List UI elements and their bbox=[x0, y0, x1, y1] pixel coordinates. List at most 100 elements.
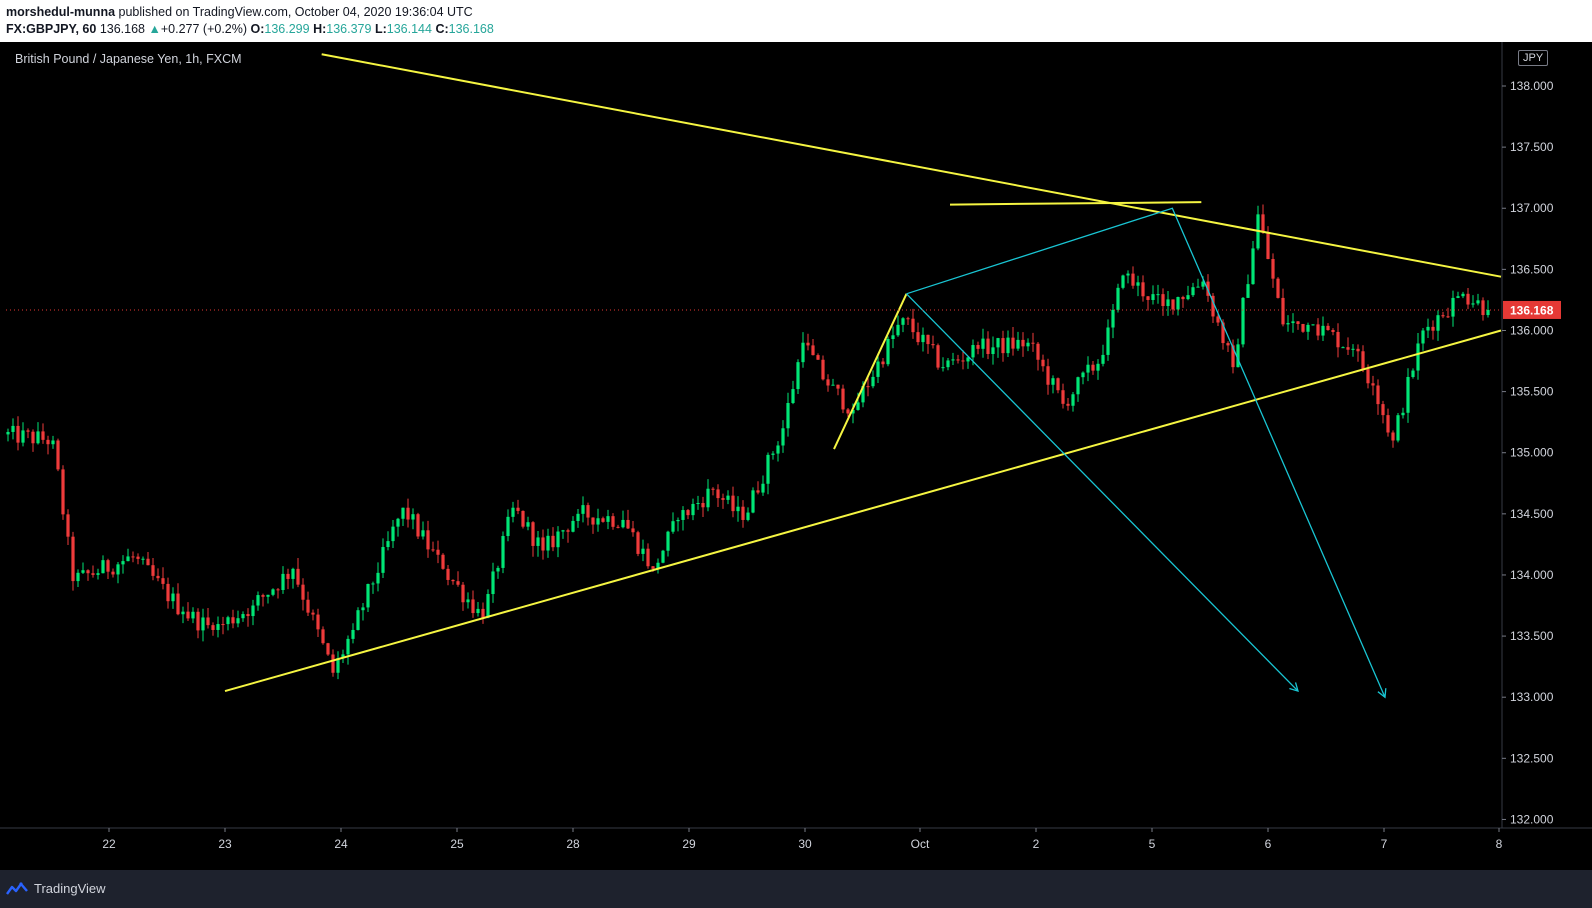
candle-body bbox=[1226, 343, 1230, 346]
candle-body bbox=[1331, 330, 1335, 332]
price-tick-label: 138.000 bbox=[1510, 79, 1554, 93]
candle-body bbox=[161, 578, 165, 584]
symbol-label: FX:GBPJPY, 60 bbox=[6, 22, 97, 36]
candle-body bbox=[661, 550, 665, 563]
candle-body bbox=[126, 556, 130, 562]
candle-body bbox=[1076, 377, 1080, 395]
candle-body bbox=[1271, 259, 1275, 279]
candle-body bbox=[931, 344, 935, 346]
candle-body bbox=[486, 594, 490, 618]
candle-body bbox=[526, 522, 530, 527]
candle-body bbox=[1241, 297, 1245, 345]
candle-body bbox=[1021, 339, 1025, 347]
candle-body bbox=[1081, 372, 1085, 378]
candle-body bbox=[1381, 404, 1385, 416]
candle-body bbox=[51, 440, 55, 445]
candle-body bbox=[711, 488, 715, 490]
author-name[interactable]: morshedul-munna bbox=[6, 5, 116, 19]
candle-body bbox=[231, 617, 235, 624]
candle-body bbox=[71, 536, 75, 582]
time-tick-label: 25 bbox=[450, 837, 464, 851]
candle-body bbox=[1276, 278, 1280, 298]
candle-body bbox=[951, 359, 955, 361]
candle-body bbox=[776, 445, 780, 454]
trendline[interactable] bbox=[321, 53, 1502, 278]
candle-body bbox=[271, 589, 275, 595]
candle-body bbox=[991, 347, 995, 354]
candle-body bbox=[416, 514, 420, 537]
candle-body bbox=[1196, 286, 1200, 288]
candle-body bbox=[1236, 344, 1240, 368]
candle-body bbox=[481, 608, 485, 618]
candle-body bbox=[886, 338, 890, 365]
candle-body bbox=[471, 599, 475, 614]
currency-badge[interactable]: JPY bbox=[1518, 50, 1549, 66]
time-tick-label: 8 bbox=[1496, 837, 1503, 851]
candle-body bbox=[1166, 299, 1170, 307]
trendline[interactable] bbox=[224, 329, 1502, 693]
candle-body bbox=[436, 549, 440, 555]
candle-body bbox=[1486, 309, 1490, 316]
candle-body bbox=[86, 570, 90, 574]
ohlc-line: FX:GBPJPY, 60 136.168 ▲+0.277 (+0.2%) O:… bbox=[6, 22, 494, 36]
candle-body bbox=[1216, 316, 1220, 323]
candle-body bbox=[196, 611, 200, 631]
candle-body bbox=[1231, 345, 1235, 368]
candle-body bbox=[386, 541, 390, 548]
candle-body bbox=[511, 507, 515, 517]
candle-body bbox=[336, 658, 340, 673]
candle-body bbox=[626, 519, 630, 529]
candle-body bbox=[836, 384, 840, 389]
candle-body bbox=[91, 573, 95, 575]
trendline[interactable] bbox=[833, 293, 908, 450]
candle-body bbox=[1171, 299, 1175, 310]
candle-body bbox=[426, 530, 430, 550]
candle-body bbox=[616, 526, 620, 528]
candle-body bbox=[856, 402, 860, 410]
trendline[interactable] bbox=[949, 201, 1202, 206]
candle-body bbox=[811, 345, 815, 356]
candle-body bbox=[581, 505, 585, 514]
candle-body bbox=[16, 425, 20, 443]
price-tick-label: 136.500 bbox=[1510, 262, 1554, 276]
candle-body bbox=[1126, 273, 1130, 276]
candle-body bbox=[181, 611, 185, 615]
low-value: 136.144 bbox=[386, 22, 432, 36]
candle-body bbox=[816, 355, 820, 360]
candle-body bbox=[1121, 275, 1125, 288]
candle-body bbox=[206, 617, 210, 626]
candle-body bbox=[1176, 297, 1180, 310]
candle-body bbox=[1156, 294, 1160, 296]
candle-body bbox=[266, 594, 270, 597]
candle-body bbox=[1046, 366, 1050, 385]
candle-body bbox=[186, 611, 190, 619]
candle-body bbox=[656, 562, 660, 569]
candle-body bbox=[981, 338, 985, 349]
candle-body bbox=[941, 367, 945, 369]
time-tick-label: Oct bbox=[911, 837, 930, 851]
up-arrow-icon: ▲ bbox=[148, 22, 161, 36]
candle-body bbox=[466, 599, 470, 603]
candle-body bbox=[556, 531, 560, 548]
candle-body bbox=[421, 530, 425, 537]
candle-body bbox=[246, 614, 250, 617]
tradingview-brand[interactable]: TradingView bbox=[6, 881, 106, 896]
candle-body bbox=[171, 593, 175, 602]
candle-body bbox=[306, 599, 310, 613]
candle-body bbox=[1091, 364, 1095, 371]
projection-path[interactable] bbox=[906, 207, 1386, 698]
candle-body bbox=[11, 425, 15, 432]
chart-area[interactable]: 132.000 132.500 133.000 133.500 134.000 134.5… bbox=[0, 42, 1592, 892]
candle-body bbox=[1096, 363, 1100, 371]
time-tick-label: 24 bbox=[334, 837, 348, 851]
price-chart[interactable]: 132.000 132.500 133.000 133.500 134.000 134.5… bbox=[0, 42, 1592, 870]
candle-body bbox=[1191, 287, 1195, 296]
candle-body bbox=[1051, 378, 1055, 385]
candle-body bbox=[646, 548, 650, 567]
projection-path[interactable] bbox=[906, 293, 1299, 692]
last-price-label[interactable]: 136.168 bbox=[1510, 303, 1554, 317]
candle-body bbox=[971, 345, 975, 358]
high-label: H: bbox=[313, 22, 327, 36]
candle-body bbox=[221, 624, 225, 626]
price-tick-label: 137.500 bbox=[1510, 140, 1554, 154]
